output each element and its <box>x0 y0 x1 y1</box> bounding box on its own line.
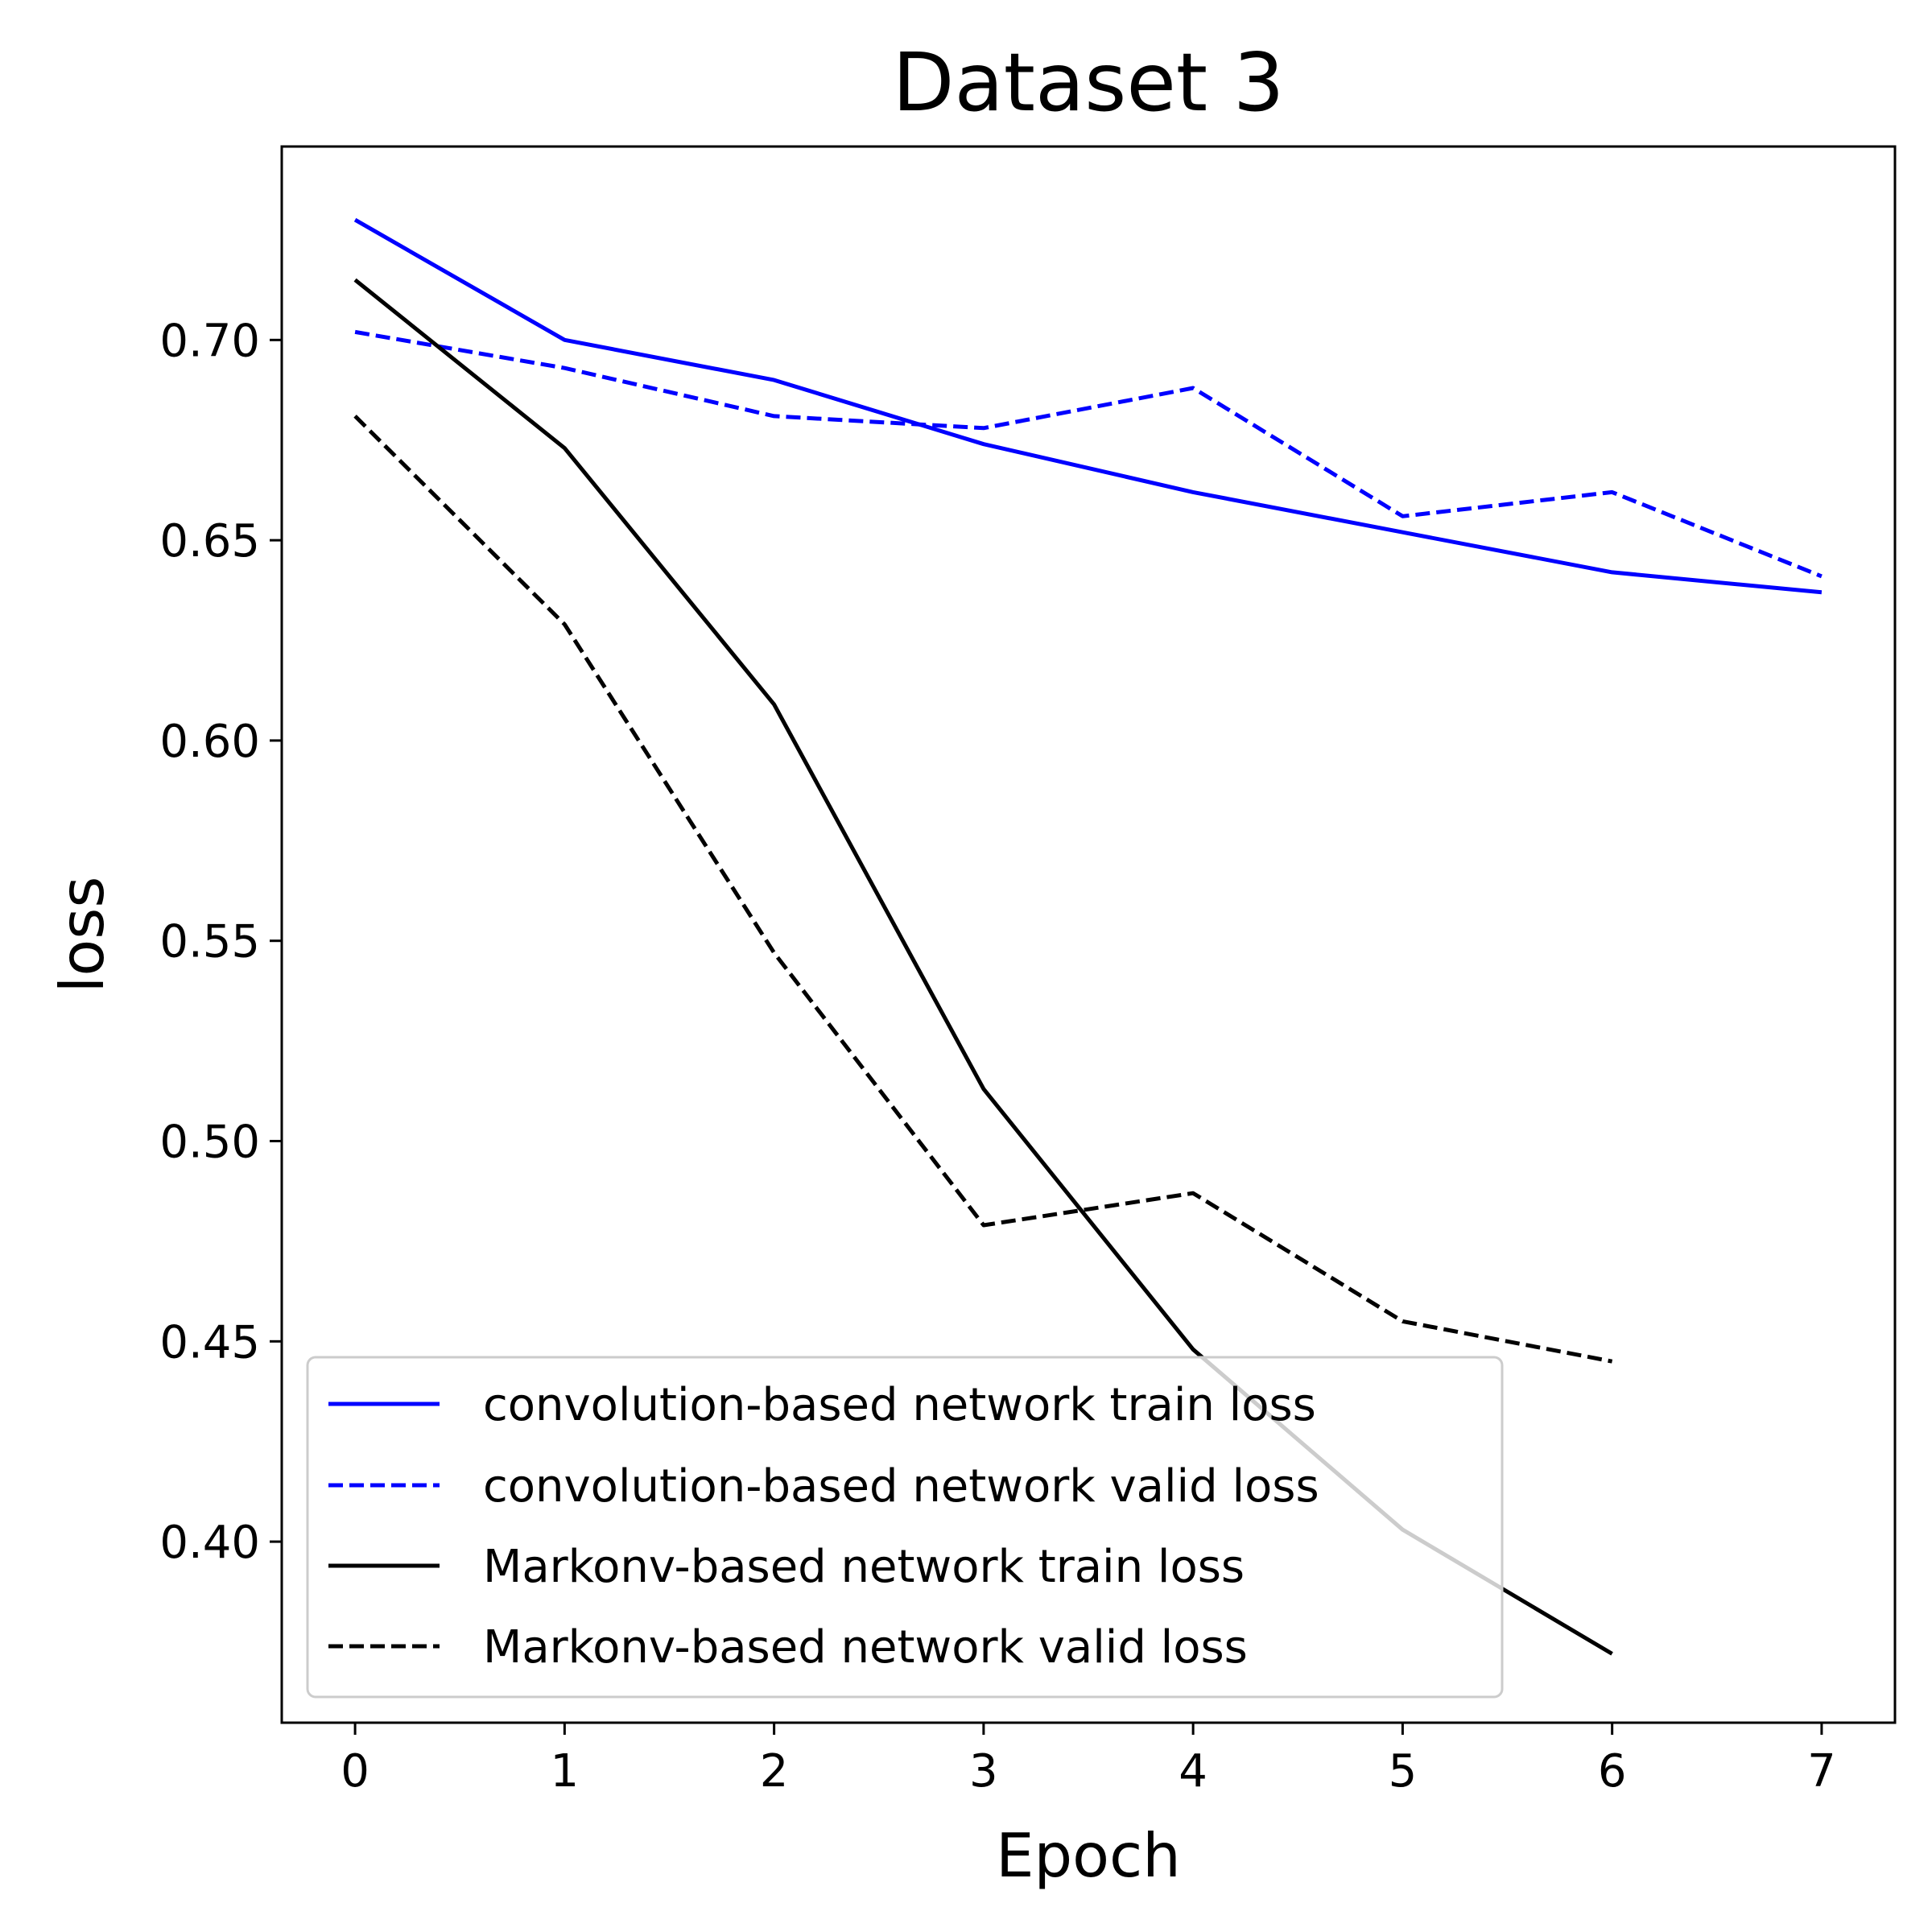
x-tick-label: 7 <box>1807 1745 1836 1798</box>
x-tick-label: 5 <box>1389 1745 1418 1798</box>
y-tick-label: 0.65 <box>159 515 260 568</box>
y-axis-label: loss <box>47 877 118 993</box>
x-axis-label: Epoch <box>996 1820 1181 1891</box>
x-tick-label: 0 <box>341 1745 369 1798</box>
x-tick-label: 3 <box>969 1745 998 1798</box>
x-tick-label: 4 <box>1179 1745 1208 1798</box>
x-tick-label: 1 <box>551 1745 580 1798</box>
chart-title: Dataset 3 <box>892 35 1284 130</box>
legend-label: convolution-based network valid loss <box>483 1460 1319 1513</box>
y-tick-label: 0.40 <box>159 1517 260 1569</box>
y-tick-label: 0.50 <box>159 1117 260 1169</box>
y-tick-label: 0.45 <box>159 1316 260 1368</box>
y-tick-label: 0.55 <box>159 916 260 968</box>
legend: convolution-based network train loss conv… <box>306 1356 1504 1699</box>
x-tick-label: 2 <box>760 1745 789 1798</box>
plot-area-frame <box>280 145 1897 1724</box>
y-axis: 0.40 0.45 0.50 0.55 0.60 0.65 0.70 <box>159 315 282 1569</box>
y-tick-label: 0.70 <box>159 315 260 367</box>
legend-label: Markonv-based network train loss <box>483 1541 1245 1593</box>
legend-label: convolution-based network train loss <box>483 1379 1316 1431</box>
legend-box <box>306 1356 1504 1699</box>
x-axis: 0 1 2 3 4 5 6 7 <box>341 1723 1836 1798</box>
legend-label: Markonv-based network valid loss <box>483 1621 1248 1674</box>
series-line-1 <box>354 329 1823 579</box>
x-tick-label: 6 <box>1598 1745 1627 1798</box>
y-tick-label: 0.60 <box>159 716 260 768</box>
series-line-0 <box>353 217 1823 595</box>
